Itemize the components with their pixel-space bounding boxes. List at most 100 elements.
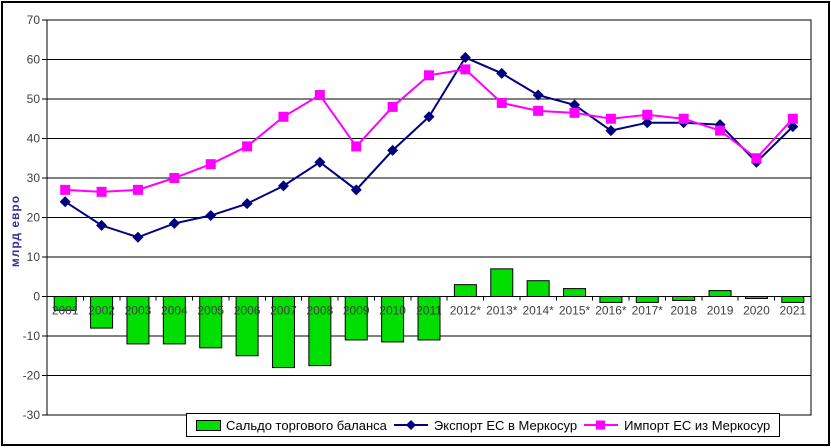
x-tick-label: 2021 (779, 304, 806, 318)
marker-diamond (641, 117, 653, 129)
marker-square (569, 107, 580, 118)
marker-square (605, 113, 616, 124)
bar-2014* (526, 280, 550, 298)
bar-2002 (90, 296, 114, 329)
y-tick-label: 0 (33, 290, 40, 304)
bar-2021 (781, 296, 805, 303)
y-tick-label: 60 (27, 53, 41, 67)
marker-square (642, 109, 653, 120)
marker-diamond (205, 210, 217, 222)
x-tick-label: 2004 (161, 304, 188, 318)
y-tick-label: -30 (23, 408, 41, 422)
marker-square (351, 141, 362, 152)
y-axis-title: млрд евро (8, 194, 22, 268)
marker-square (533, 105, 544, 116)
y-tick-label: -10 (23, 329, 41, 343)
x-tick-label: 2002 (88, 304, 115, 318)
marker-square (496, 97, 507, 108)
marker-diamond (532, 89, 544, 101)
bar-2020 (744, 296, 768, 299)
bar-2012* (453, 284, 477, 297)
x-tick-label: 2001 (52, 304, 79, 318)
bar-2007 (271, 296, 295, 369)
x-tick-label: 2014* (522, 304, 554, 318)
marker-diamond (96, 219, 108, 231)
import-line-swatch (584, 420, 619, 430)
marker-diamond (605, 125, 617, 137)
x-tick-label: 2008 (307, 304, 334, 318)
x-tick-label: 2013* (486, 304, 518, 318)
x-tick-label: 2005 (197, 304, 224, 318)
marker-square (787, 113, 798, 124)
marker-diamond (168, 217, 180, 229)
legend-item-export: Экспорт ЕС в Меркосур (393, 418, 577, 433)
marker-square (278, 111, 289, 122)
legend-item-import: Импорт ЕС из Меркосур (583, 418, 770, 433)
legend-item-balance: Сальдо торгового баланса (196, 418, 387, 433)
x-tick-label: 2003 (125, 304, 152, 318)
marker-square (314, 90, 325, 101)
marker-square (715, 125, 726, 136)
marker-diamond (277, 180, 289, 192)
marker-diamond (459, 52, 471, 64)
x-tick-label: 2007 (270, 304, 297, 318)
x-tick-label: 2009 (343, 304, 370, 318)
marker-diamond (569, 99, 581, 111)
bar-2009 (344, 296, 368, 341)
y-tick-label: 50 (27, 92, 41, 106)
marker-square (60, 184, 71, 195)
chart-legend: Сальдо торгового баланса Экспорт ЕС в Ме… (186, 413, 781, 437)
x-tick-label: 2017* (632, 304, 664, 318)
bar-2006 (235, 296, 259, 357)
bar-2011 (417, 296, 441, 341)
x-tick-label: 2012* (450, 304, 482, 318)
marker-diamond (132, 231, 144, 243)
bar-2013* (490, 268, 514, 298)
y-tick-label: 30 (27, 171, 41, 185)
marker-diamond (314, 156, 326, 168)
marker-square (169, 173, 180, 183)
marker-square (424, 70, 434, 81)
balance-bar-swatch (196, 419, 221, 431)
bar-2008 (308, 296, 332, 367)
marker-square (751, 153, 762, 164)
x-tick-label: 2010 (379, 304, 406, 318)
x-tick-label: 2019 (707, 304, 734, 318)
legend-label-export: Экспорт ЕС в Меркосур (433, 417, 578, 433)
marker-square (96, 186, 107, 197)
bar-2001 (53, 296, 77, 311)
y-tick-label: -20 (23, 369, 41, 383)
marker-diamond (350, 184, 362, 196)
x-tick-label: 2018 (670, 304, 697, 318)
marker-square (242, 141, 253, 152)
marker-square (460, 64, 471, 75)
marker-diamond (787, 121, 799, 133)
bar-2010 (381, 296, 405, 343)
marker-square (205, 159, 216, 170)
legend-label-import: Импорт ЕС из Меркосур (624, 417, 771, 433)
bar-2017* (635, 296, 659, 303)
y-tick-label: 20 (27, 211, 41, 225)
legend-label-balance: Сальдо торгового баланса (226, 417, 387, 433)
x-tick-label: 2015* (559, 304, 591, 318)
marker-diamond (59, 196, 71, 208)
marker-square (132, 184, 143, 195)
marker-diamond (387, 144, 399, 156)
bar-2018 (672, 296, 696, 301)
marker-square (387, 101, 398, 112)
x-tick-label: 2016* (595, 304, 627, 318)
bar-2019 (708, 290, 732, 298)
marker-diamond (496, 67, 508, 79)
bar-2005 (199, 296, 223, 349)
bar-2016* (599, 296, 623, 303)
bar-2015* (563, 288, 587, 298)
export-line-swatch (393, 420, 428, 430)
x-tick-label: 2011 (416, 304, 442, 318)
x-tick-label: 2006 (234, 304, 261, 318)
y-tick-label: 40 (27, 132, 41, 146)
marker-square (678, 113, 689, 124)
bar-2003 (126, 296, 150, 345)
